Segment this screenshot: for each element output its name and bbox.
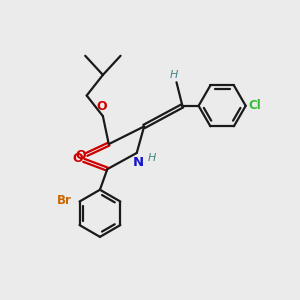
Text: O: O xyxy=(96,100,107,112)
Text: H: H xyxy=(148,153,156,163)
Text: H: H xyxy=(169,70,178,80)
Text: N: N xyxy=(133,156,144,169)
Text: Br: Br xyxy=(56,194,71,207)
Text: Cl: Cl xyxy=(249,99,261,112)
Text: O: O xyxy=(72,152,83,165)
Text: O: O xyxy=(75,149,86,162)
